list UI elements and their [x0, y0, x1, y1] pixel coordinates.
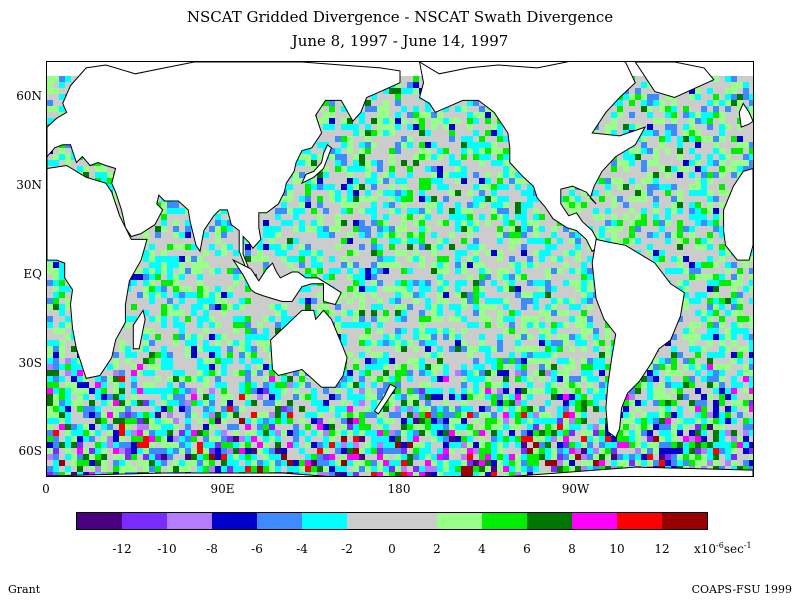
eurasia-landmass [47, 62, 401, 271]
lat-label-eq: EQ [23, 266, 42, 281]
colorbar-tick-label: 0 [388, 542, 396, 556]
colorbar-swatch-10 [527, 513, 572, 529]
africa-landmass [723, 167, 753, 261]
lon-label-90e: 90E [210, 482, 235, 496]
author-credit: Grant [8, 583, 41, 596]
lon-label-90w: 90W [561, 482, 590, 496]
colorbar-unit: x10-6sec-1 [694, 541, 752, 556]
colorbar-swatch-9 [482, 513, 527, 529]
antarctica-landmass [47, 466, 753, 476]
colorbar-tick-label: -8 [206, 542, 218, 556]
colorbar-tick-label: 6 [523, 542, 531, 556]
organization-credit: COAPS-FSU 1999 [691, 583, 792, 596]
lat-label-60s: 60S [18, 444, 43, 459]
colorbar-swatch-11 [572, 513, 617, 529]
colorbar-swatch-3 [212, 513, 257, 529]
greenland-landmass [634, 62, 715, 99]
colorbar-swatch-8 [437, 513, 482, 529]
colorbar-swatch-2 [167, 513, 212, 529]
north-america-landmass [419, 62, 647, 253]
south-america-landmass [591, 238, 685, 439]
colorbar-swatch-4 [257, 513, 302, 529]
colorbar-tick-label: 4 [478, 542, 486, 556]
colorbar-swatch-1 [122, 513, 167, 529]
colorbar-tick-label: -2 [341, 542, 353, 556]
colorbar-tick-label: 8 [568, 542, 576, 556]
lat-label-30s: 30S [18, 355, 43, 370]
lat-label-60n: 60N [16, 89, 42, 104]
uk-landmass [738, 102, 753, 128]
colorbar-tick-label: -6 [251, 542, 263, 556]
colorbar-swatch-6 [347, 513, 392, 529]
lon-label-180: 180 [387, 482, 411, 496]
map-subtitle: June 8, 1997 - June 14, 1997 [291, 32, 509, 50]
map-title: NSCAT Gridded Divergence - NSCAT Swath D… [186, 8, 614, 26]
colorbar-tick-label: -4 [296, 542, 308, 556]
colorbar-tick-label: 2 [433, 542, 441, 556]
colorbar-tick-label: -10 [157, 542, 177, 556]
lon-label-0: 0 [42, 482, 50, 496]
colorbar-swatch-7 [392, 513, 437, 529]
map-canvas [47, 62, 753, 476]
colorbar-tick-label: 12 [654, 542, 670, 556]
colorbar-swatch-0 [77, 513, 122, 529]
colorbar-swatch-13 [662, 513, 707, 529]
japan-landmass [300, 144, 333, 185]
land-masses [47, 62, 753, 476]
indonesia-landmass [231, 258, 342, 306]
madagascar-landmass [132, 309, 146, 350]
colorbar [76, 512, 708, 530]
australia-landmass [270, 309, 348, 388]
divergence-map [46, 61, 754, 477]
colorbar-swatch-5 [302, 513, 347, 529]
new-zealand-landmass [373, 383, 397, 415]
colorbar-swatch-12 [617, 513, 662, 529]
lat-label-30n: 30N [16, 178, 42, 193]
colorbar-tick-label: 10 [609, 542, 625, 556]
africa-east-landmass [47, 164, 148, 379]
colorbar-tick-label: -12 [112, 542, 132, 556]
